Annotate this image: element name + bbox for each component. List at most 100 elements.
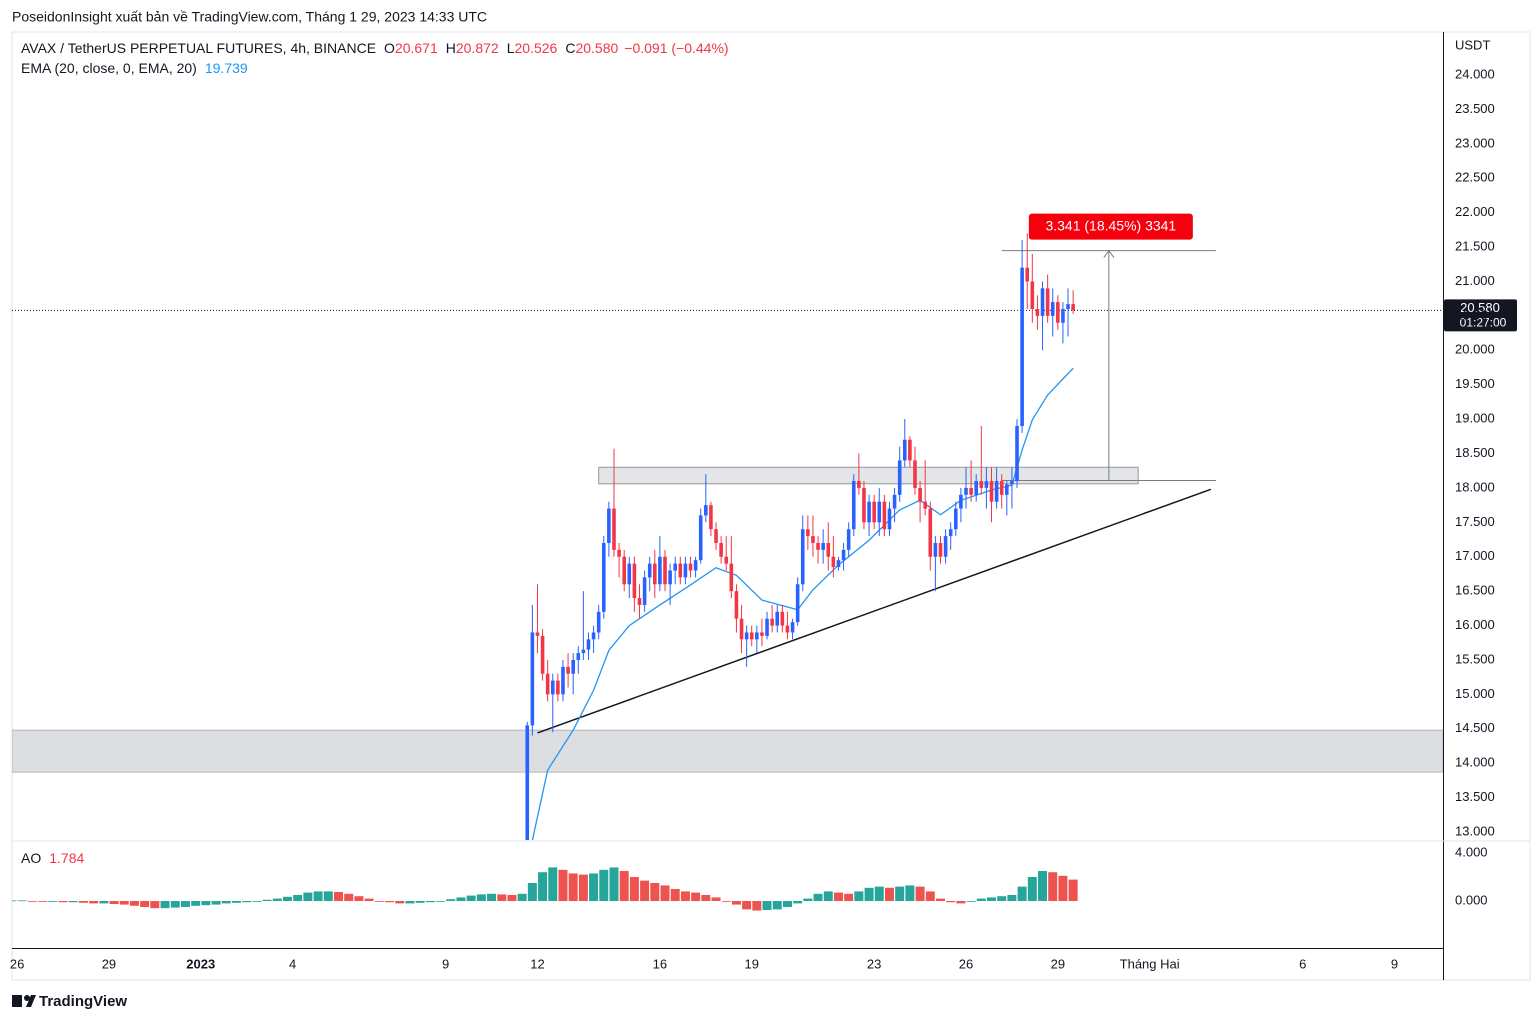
ao-bar (823, 891, 833, 901)
y-tick-label: 22.500 (1455, 170, 1495, 185)
ao-tick-label: 4.000 (1455, 844, 1488, 859)
y-tick-label: 20.000 (1455, 342, 1495, 357)
ao-bar (160, 900, 170, 909)
ao-value: 1.784 (49, 850, 84, 866)
candle-body (1045, 288, 1050, 316)
candle-body (586, 639, 591, 650)
y-tick-label: 15.500 (1455, 651, 1495, 666)
ao-pane (12, 867, 1078, 911)
x-tick-label: 12 (530, 956, 544, 971)
ao-bar (527, 883, 537, 901)
ao-bar (721, 900, 731, 902)
candle-body (775, 611, 780, 626)
ao-bar (752, 900, 762, 911)
candle-body (530, 632, 535, 726)
ao-bar (150, 900, 160, 909)
ao-bar (874, 886, 884, 901)
frame (11, 31, 1531, 981)
ohlc-key: L (507, 40, 515, 56)
ohlc-value: 20.872 (456, 40, 499, 56)
measure-arrowhead (1103, 249, 1115, 258)
y-tick-label: 19.000 (1455, 411, 1495, 426)
ao-bar (191, 900, 201, 906)
ao-bar (395, 900, 405, 904)
candle-body (663, 556, 667, 585)
y-tick-label: 16.500 (1455, 583, 1495, 598)
ao-bar (231, 900, 241, 903)
ao-bar (364, 898, 374, 901)
candle-body (714, 529, 718, 543)
candle-body (540, 635, 545, 674)
ao-bar (680, 891, 690, 901)
candle-body (806, 529, 810, 537)
ao-bar (487, 893, 497, 901)
candle-body (561, 666, 565, 695)
candle-body (1066, 304, 1070, 309)
ao-bar (1068, 879, 1078, 901)
candle-body (943, 536, 948, 557)
ao-bar (589, 873, 599, 901)
candle-body (862, 487, 866, 523)
y-tick-label: 21.000 (1455, 273, 1495, 288)
ao-bar (793, 900, 803, 904)
candle-body (1020, 267, 1024, 426)
ao-bar (354, 896, 364, 901)
candle-body (673, 563, 678, 571)
ao-bar (405, 900, 415, 904)
ohlc-value: 20.580 (575, 40, 618, 56)
ao-bar (68, 900, 78, 903)
candle-body (923, 501, 927, 509)
candle-body (816, 542, 820, 550)
ao-bar (711, 897, 721, 901)
y-tick-label: 18.500 (1455, 445, 1495, 460)
symbol-legend: AVAX / TetherUS PERPETUAL FUTURES, 4h, B… (21, 40, 729, 56)
ao-bar (813, 893, 823, 901)
y-tick-label: 17.500 (1455, 514, 1495, 529)
ao-bar (670, 889, 680, 901)
publisher-header: PoseidonInsight xuất bản về TradingView.… (12, 9, 487, 25)
ao-bar (691, 892, 701, 901)
candle-body (902, 439, 907, 461)
ao-bar (619, 871, 629, 901)
candle-body (826, 542, 831, 557)
price-pane (12, 233, 1443, 840)
x-tick-label: Tháng Hai (1120, 956, 1180, 971)
candle-body (948, 529, 953, 537)
ao-bar (252, 900, 262, 902)
tv-logo: TradingView (12, 993, 127, 1010)
candle-body (979, 481, 984, 488)
candle-body (959, 494, 963, 509)
candle-body (811, 536, 815, 543)
ohlc-value: 20.671 (395, 40, 438, 56)
trendline (537, 488, 1212, 734)
ao-bar (282, 896, 292, 901)
ao-bar (1058, 875, 1068, 901)
x-tick-label: 19 (744, 956, 758, 971)
y-tick-label: 20.500 (1455, 307, 1495, 322)
ao-bar (89, 900, 99, 904)
ao-bar (599, 869, 609, 901)
y-tick-label: 14.000 (1455, 755, 1495, 770)
ao-bar (48, 900, 58, 902)
ao-bar (1048, 872, 1058, 901)
x-tick-label: 26 (959, 956, 973, 971)
candle-body (877, 501, 882, 523)
ao-bar (446, 899, 456, 901)
ao-bar (915, 886, 925, 901)
ao-bar (640, 880, 650, 901)
x-tick-label: 16 (653, 956, 667, 971)
candle-body (622, 556, 626, 585)
ao-bar (629, 877, 639, 901)
ao-bar (109, 900, 119, 904)
ao-bar (650, 883, 660, 901)
ao-bar (782, 900, 792, 907)
candle-body (739, 618, 744, 640)
ao-bar (956, 900, 966, 904)
y-tick-label: 21.500 (1455, 238, 1495, 253)
candle-body (744, 632, 749, 640)
candle-body (724, 556, 729, 564)
ao-name: AO (21, 850, 41, 866)
ao-bar (976, 898, 986, 901)
candle-body (755, 632, 759, 640)
x-tick-label: 9 (1391, 956, 1398, 971)
